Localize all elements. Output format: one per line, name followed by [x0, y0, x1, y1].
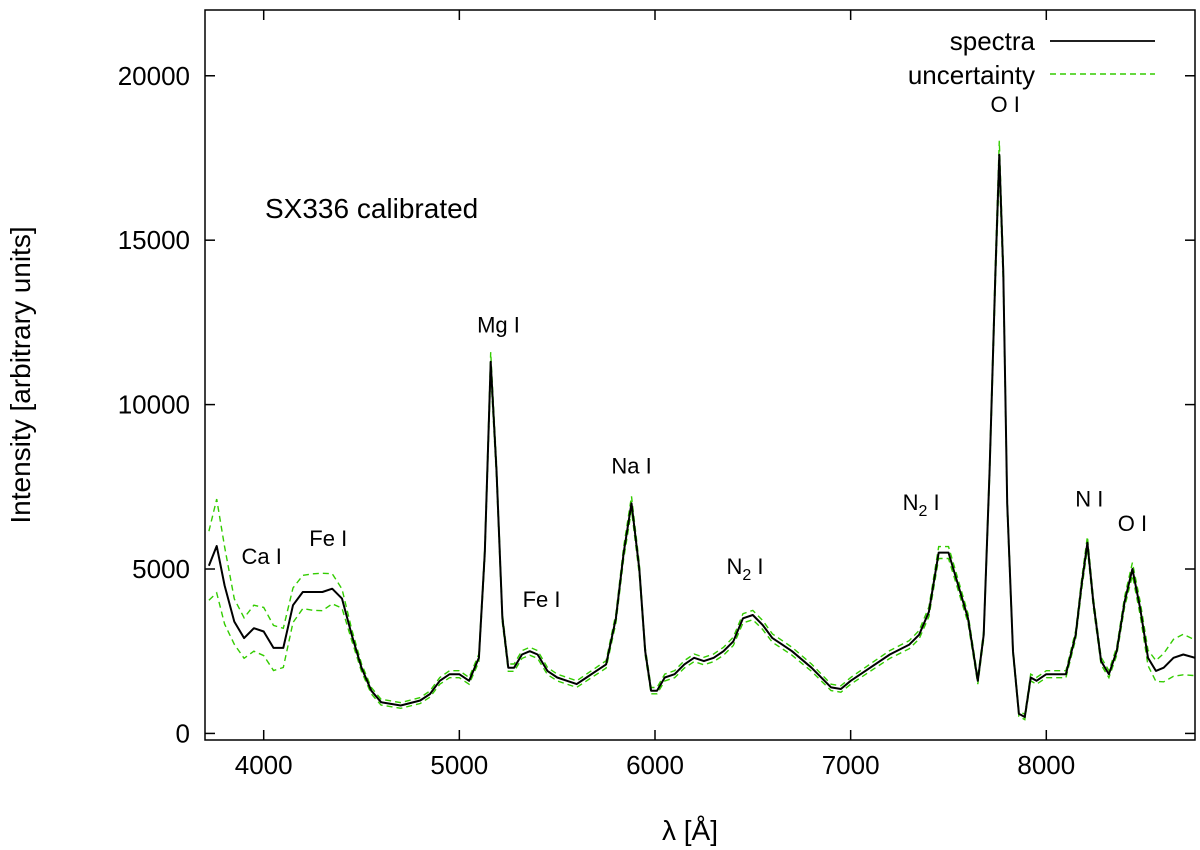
peak-label: Fe I	[523, 587, 561, 612]
x-tick-label: 6000	[626, 750, 684, 780]
x-tick-label: 8000	[1017, 750, 1075, 780]
peak-label: N I	[1075, 487, 1103, 512]
x-tick-label: 5000	[430, 750, 488, 780]
plot-frame	[204, 9, 1196, 741]
peak-label: Fe I	[309, 526, 347, 551]
peak-label: O I	[991, 92, 1020, 117]
y-tick-label: 0	[176, 718, 190, 748]
peak-label: Ca I	[242, 544, 282, 569]
peak-label: N2 I	[726, 554, 763, 584]
y-tick-label: 10000	[118, 390, 190, 420]
x-axis-title: λ [Å]	[662, 815, 718, 846]
y-axis-title: Intensity [arbitrary units]	[5, 226, 36, 523]
peak-label: Na I	[611, 454, 651, 479]
ticks-layer: 4000 5000 6000 7000 8000 0 5000 10000 15000 20000	[118, 10, 1195, 780]
peak-label: N2 I	[903, 490, 940, 520]
peak-label: O I	[1118, 511, 1147, 536]
series-layer	[207, 140, 1195, 721]
y-tick-label: 15000	[118, 225, 190, 255]
y-tick-label: 5000	[132, 554, 190, 584]
legend-label-uncertainty: uncertainty	[908, 60, 1035, 90]
spectra-line	[207, 153, 1195, 718]
x-tick-label: 7000	[822, 750, 880, 780]
peak-label: Mg I	[477, 312, 520, 337]
y-tick-label: 20000	[118, 61, 190, 91]
annotations-layer: Ca I Fe I Mg I Fe I Na I N2 I N2 I O I N I O I	[242, 92, 1148, 612]
legend: spectra uncertainty	[908, 26, 1155, 90]
chart-title: SX336 calibrated	[265, 193, 478, 224]
legend-label-spectra: spectra	[950, 26, 1036, 56]
uncertainty-lower-line	[208, 168, 1195, 721]
uncertainty-upper-line	[208, 140, 1195, 716]
x-tick-label: 4000	[235, 750, 293, 780]
